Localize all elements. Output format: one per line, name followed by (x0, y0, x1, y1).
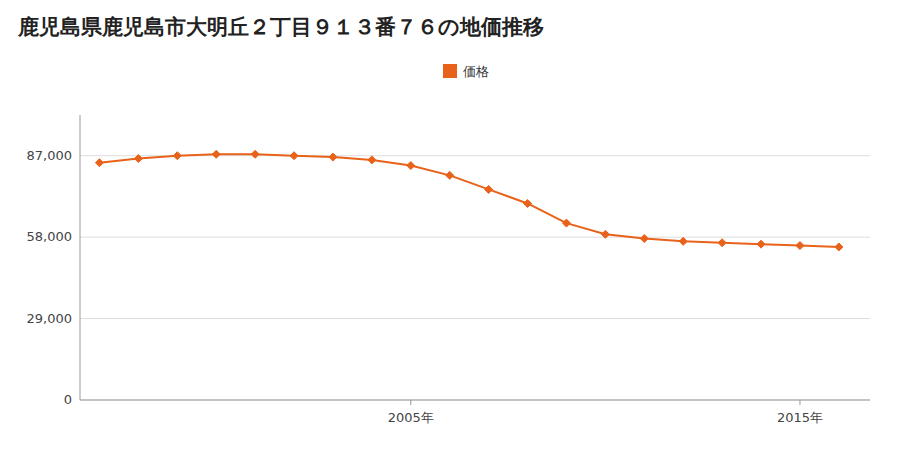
marker (640, 235, 648, 243)
y-tick-label: 0 (64, 392, 72, 407)
marker (446, 171, 454, 179)
marker (95, 159, 103, 167)
marker (407, 162, 415, 170)
marker (212, 150, 220, 158)
x-axis-line (80, 400, 870, 401)
title: 鹿児島県鹿児島市大明丘２丁目９１３番７６の地価推移 (17, 15, 544, 39)
legend-swatch (443, 64, 457, 78)
marker (601, 230, 609, 238)
grid (80, 156, 870, 400)
marker (757, 240, 765, 248)
grid-line (80, 237, 870, 238)
marker (173, 152, 181, 160)
marker (368, 156, 376, 164)
x-tick-label: 2015年 (777, 410, 823, 425)
marker (718, 239, 726, 247)
marker (329, 153, 337, 161)
grid-line (80, 400, 870, 401)
legend-label: 価格 (463, 64, 489, 79)
marker (134, 155, 142, 163)
plot-area (95, 150, 842, 251)
line (99, 154, 838, 247)
marker (796, 242, 804, 250)
marker (290, 152, 298, 160)
y-tick-label: 29,000 (27, 311, 73, 326)
marker (835, 243, 843, 251)
legend: 価格 (443, 64, 489, 79)
marker (485, 185, 493, 193)
y-tick-label: 87,000 (27, 148, 73, 163)
grid-line (80, 318, 870, 319)
marker (679, 237, 687, 245)
y-tick-label: 58,000 (27, 229, 73, 244)
x-tick (799, 400, 800, 405)
x-tick (410, 400, 411, 405)
chart: 鹿児島県鹿児島市大明丘２丁目９１３番７６の地価推移 0 29,000 58,000 87… (0, 0, 900, 450)
marker (562, 219, 570, 227)
x-tick-label: 2005年 (388, 410, 434, 425)
marker (524, 199, 532, 207)
marker (251, 150, 259, 158)
y-axis-line (80, 115, 81, 400)
